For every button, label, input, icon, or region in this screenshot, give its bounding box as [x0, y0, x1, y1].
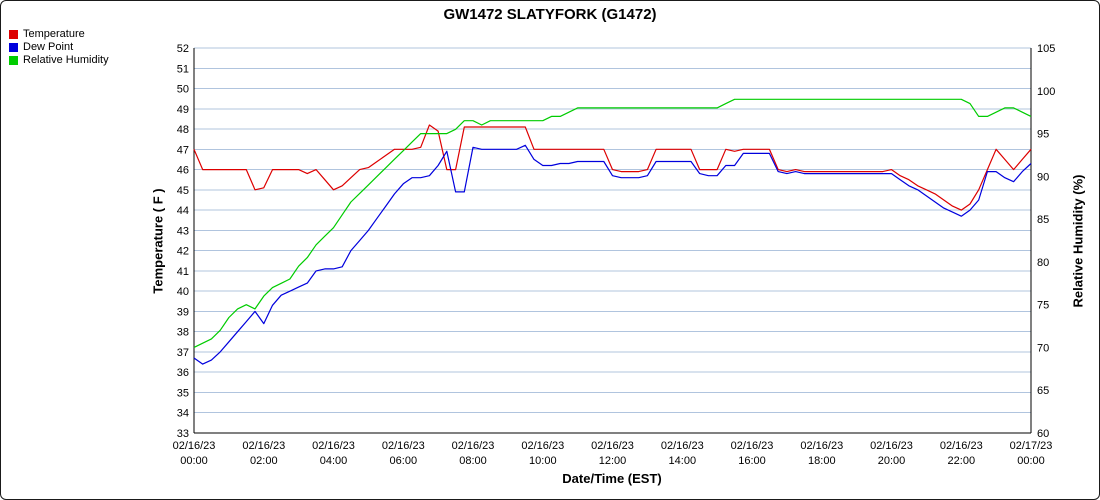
x-tick-time: 10:00 [529, 455, 557, 467]
y-left-tick-label: 40 [177, 286, 189, 298]
x-tick-date: 02/16/23 [591, 440, 634, 452]
y-left-tick-label: 44 [177, 205, 189, 217]
y-right-tick-label: 95 [1037, 129, 1049, 141]
y-left-tick-label: 35 [177, 388, 189, 400]
y-left-tick-label: 33 [177, 428, 189, 440]
legend-label-relative-humidity: Relative Humidity [23, 54, 109, 66]
x-tick-date: 02/16/23 [521, 440, 564, 452]
y-right-tick-label: 75 [1037, 300, 1049, 312]
legend-item-dew-point: Dew Point [9, 41, 109, 54]
y-left-tick-label: 38 [177, 327, 189, 339]
y-left-tick-label: 37 [177, 347, 189, 359]
legend-label-dew-point: Dew Point [23, 41, 74, 53]
x-tick-date: 02/16/23 [940, 440, 983, 452]
x-tick-time: 22:00 [948, 455, 976, 467]
y-left-tick-label: 51 [177, 63, 189, 75]
x-tick-time: 16:00 [738, 455, 766, 467]
legend-label-temperature: Temperature [23, 28, 85, 40]
series-line-temperature [193, 124, 1032, 211]
y-left-tick-label: 45 [177, 185, 189, 197]
y-left-tick-label: 52 [177, 43, 189, 55]
x-tick-date: 02/16/23 [800, 440, 843, 452]
y-left-tick-label: 47 [177, 144, 189, 156]
y-left-tick-label: 41 [177, 266, 189, 278]
chart-title: GW1472 SLATYFORK (G1472) [443, 6, 657, 23]
y-left-tick-label: 48 [177, 124, 189, 136]
x-tick-time: 08:00 [459, 455, 487, 467]
y-right-tick-label: 100 [1037, 86, 1055, 98]
x-tick-date: 02/17/23 [1010, 440, 1053, 452]
y-right-tick-label: 85 [1037, 214, 1049, 226]
x-tick-time: 18:00 [808, 455, 836, 467]
x-tick-time: 20:00 [878, 455, 906, 467]
x-tick-date: 02/16/23 [242, 440, 285, 452]
y-right-tick-label: 90 [1037, 171, 1049, 183]
y-left-tick-label: 46 [177, 165, 189, 177]
x-tick-time: 02:00 [250, 455, 278, 467]
legend-item-relative-humidity: Relative Humidity [9, 54, 109, 67]
y-left-tick-label: 36 [177, 367, 189, 379]
x-tick-time: 14:00 [669, 455, 697, 467]
series-line-dew-point [193, 144, 1032, 365]
y-right-tick-label: 105 [1037, 43, 1055, 55]
x-tick-time: 00:00 [1017, 455, 1045, 467]
legend-item-temperature: Temperature [9, 28, 109, 41]
y-left-tick-label: 50 [177, 84, 189, 96]
x-axis-label: Date/Time (EST) [562, 471, 662, 486]
x-tick-time: 00:00 [180, 455, 208, 467]
x-tick-date: 02/16/23 [452, 440, 495, 452]
legend-swatch-2 [9, 56, 18, 65]
x-tick-date: 02/16/23 [312, 440, 355, 452]
y-left-tick-label: 34 [177, 408, 189, 420]
y-left-tick-label: 42 [177, 246, 189, 258]
y-right-tick-label: 60 [1037, 428, 1049, 440]
x-tick-time: 04:00 [320, 455, 348, 467]
y-right-tick-label: 70 [1037, 342, 1049, 354]
x-tick-date: 02/16/23 [731, 440, 774, 452]
x-tick-date: 02/16/23 [382, 440, 425, 452]
y-left-tick-label: 43 [177, 225, 189, 237]
x-tick-time: 12:00 [599, 455, 627, 467]
x-tick-date: 02/16/23 [661, 440, 704, 452]
y-left-tick-label: 49 [177, 104, 189, 116]
legend-swatch-1 [9, 43, 18, 52]
series-line-relative-humidity [193, 98, 1032, 348]
y-left-tick-label: 39 [177, 306, 189, 318]
x-tick-time: 06:00 [390, 455, 418, 467]
x-tick-date: 02/16/23 [173, 440, 216, 452]
legend: Temperature Dew Point Relative Humidity [9, 28, 109, 67]
y-right-tick-label: 80 [1037, 257, 1049, 269]
y-right-tick-label: 65 [1037, 385, 1049, 397]
legend-swatch-0 [9, 30, 18, 39]
x-tick-date: 02/16/23 [870, 440, 913, 452]
